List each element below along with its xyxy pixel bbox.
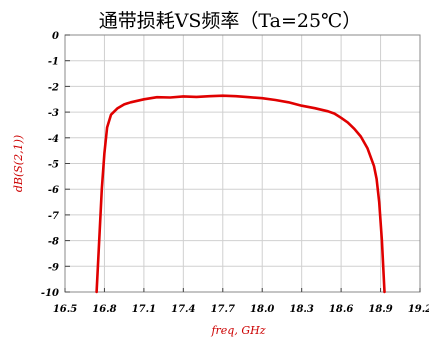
x-tick-label: 17.1 (132, 304, 156, 315)
chart-title: 通带损耗VS频率（Ta=25℃） (99, 10, 362, 32)
y-tick-label: -10 (41, 288, 59, 299)
grid-lines (64, 34, 421, 293)
axis-ticks (64, 34, 421, 293)
series-line (95, 94, 386, 294)
y-tick-label: -1 (48, 57, 59, 68)
y-tick-label: -7 (48, 211, 59, 222)
y-tick-label: -3 (48, 108, 59, 119)
y-tick-label: -2 (48, 82, 59, 93)
x-tick-label: 17.4 (171, 304, 195, 315)
x-axis-title: freq, GHz (210, 324, 265, 337)
y-tick-label: -9 (48, 262, 59, 273)
y-axis-tick-labels: 0 -1 -2 -3 -4 -5 -6 -7 -8 -9 -10 (41, 31, 59, 299)
y-tick-label: -5 (48, 160, 59, 171)
y-tick-label: -6 (48, 185, 59, 196)
x-tick-label: 16.8 (92, 304, 116, 315)
x-tick-label: 18.6 (329, 304, 353, 315)
x-tick-label: 18.9 (368, 304, 392, 315)
y-tick-label: -4 (48, 134, 59, 145)
x-tick-label: 18.0 (250, 304, 274, 315)
x-axis-tick-labels: 16.5 16.8 17.1 17.4 17.7 18.0 18.3 18.6 18.9 19.2 (53, 304, 429, 315)
x-tick-label: 16.5 (53, 304, 77, 315)
series-layer (95, 94, 386, 294)
x-tick-label: 18.3 (289, 304, 313, 315)
y-tick-label: -8 (48, 237, 59, 248)
x-tick-label: 17.7 (211, 304, 235, 315)
y-axis-title: dB(S(2,1)) (12, 135, 25, 192)
x-tick-label: 19.2 (408, 304, 429, 315)
y-tick-label: 0 (52, 31, 59, 42)
